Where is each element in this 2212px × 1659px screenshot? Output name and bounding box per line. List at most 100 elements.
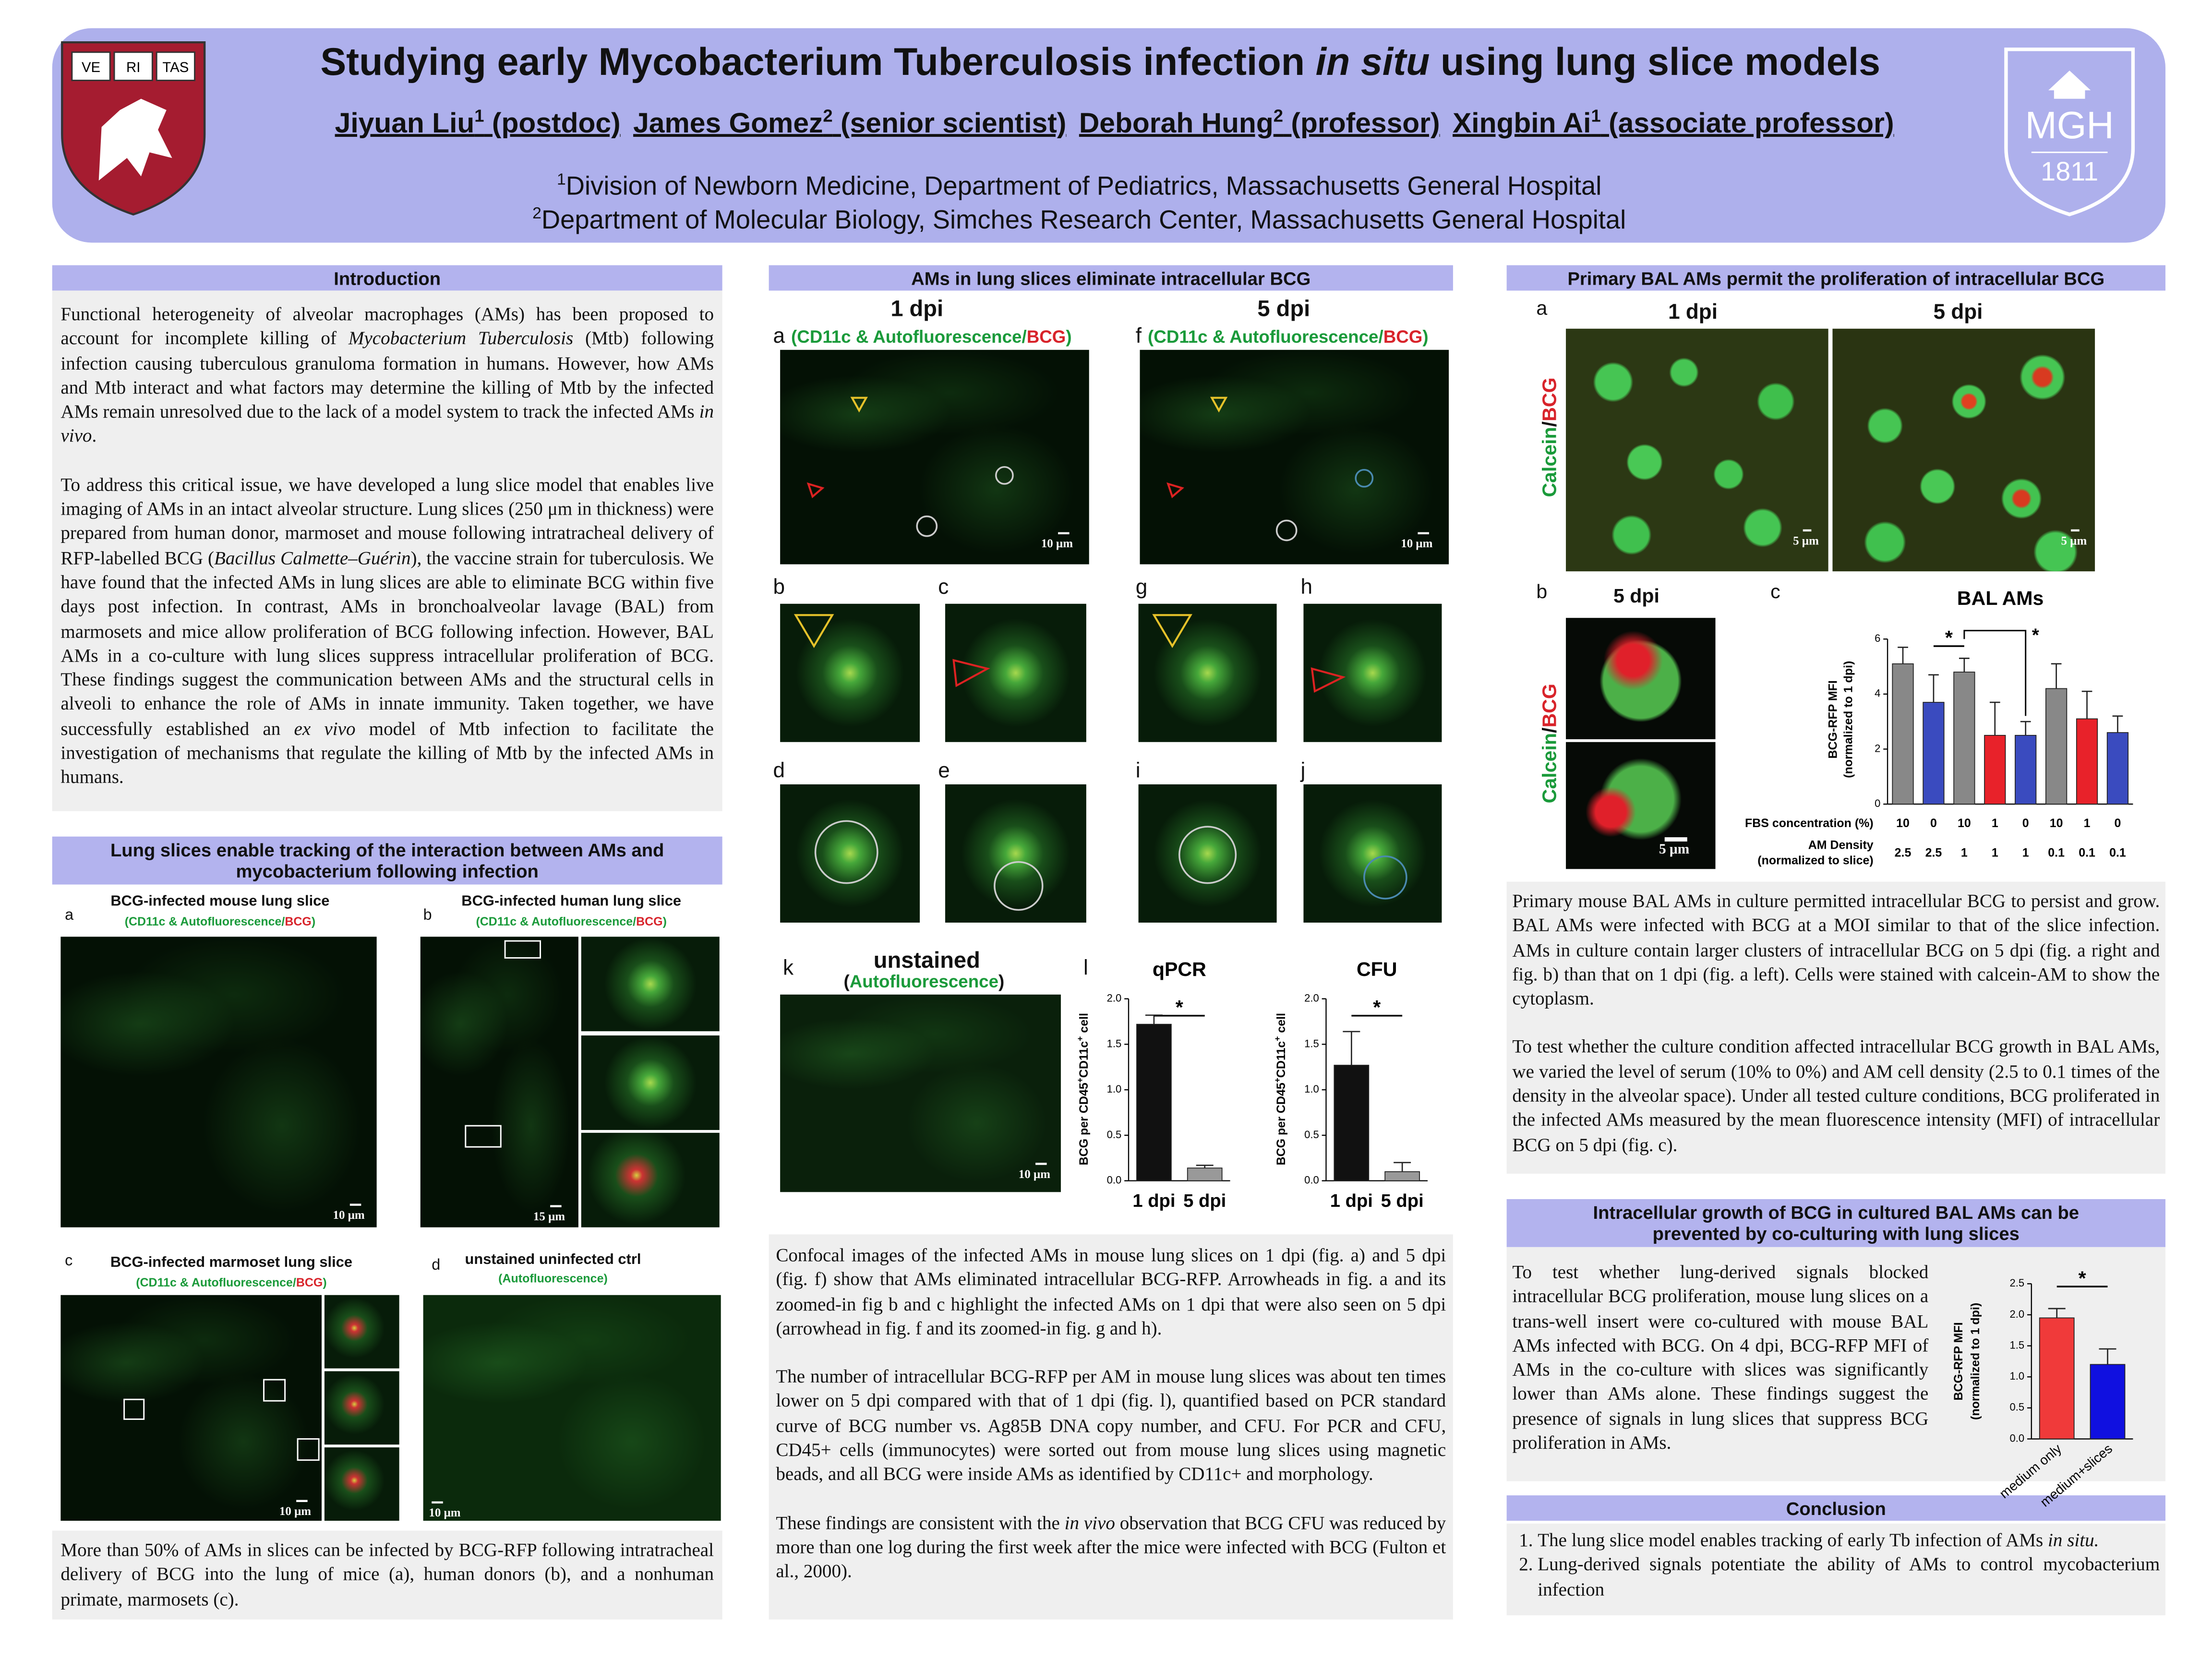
shape [1210,397,1228,413]
text-run: BCG [285,914,312,928]
significance-label: * [1945,626,1953,649]
shape [850,397,868,413]
y-axis-label: BCG per CD45+CD11c+ cell [1273,1013,1288,1165]
bar [1187,1167,1223,1181]
row-value: 2.5 [1895,846,1911,860]
y-tick-label: 0.5 [1304,1129,1319,1141]
mgh-shield [2004,48,2135,216]
panel-stain: (CD11c & Autofluorescence/BCG) [791,327,1072,347]
row-value: 0.1 [2079,846,2095,860]
panel-letter: d [432,1257,441,1274]
paragraph: Functional heterogeneity of alveolar mac… [60,302,714,448]
shape [1310,667,1346,693]
affiliation: 1Division of Newborn Medicine, Departmen… [557,171,1601,202]
panel-letter: e [938,759,950,783]
panel-title: BCG-infected human lung slice [461,893,682,910]
scale-label: 10 μm [1041,536,1073,551]
y-axis-label: BCG per CD45+CD11c+ cell [1075,1013,1091,1165]
book [71,51,111,81]
arrowheads [793,397,1346,693]
text-run: ) [662,914,667,928]
row-value: 10 [1896,817,1910,830]
micrograph [324,1295,399,1369]
x-tick-label: 5 dpi [1381,1190,1424,1211]
section-heading: Introduction [52,265,722,291]
bar [1136,1023,1172,1181]
row-value: 1 [2084,817,2091,830]
shape [814,820,878,884]
significance-label: * [2032,625,2039,645]
shape [1178,826,1237,884]
chart-title: BAL AMs [1957,587,2044,609]
shape [994,861,1044,911]
timepoint: 1 dpi [1668,300,1718,325]
significance-label: * [1176,996,1183,1018]
shape [1355,469,1374,488]
affiliation: 2Department of Molecular Biology, Simche… [532,204,1626,236]
micrograph [60,937,377,1227]
text-run: BCG per CD45 [1274,1082,1288,1165]
micrograph [581,937,720,1032]
bar [2039,1317,2075,1440]
text-run: (senior scientist) [832,108,1067,140]
bar [1334,1065,1370,1181]
micrograph [60,1295,322,1521]
text-run: BCG [636,914,663,928]
micrograph [780,603,920,742]
text-run: in vivo [60,401,714,447]
chart-title: CFU [1357,958,1397,980]
text-run: Studying early Mycobacterium Tuberculosi… [320,39,1316,84]
panel-stain: (CD11c & Autofluorescence/BCG) [136,1275,327,1289]
panel-letter: b [423,907,432,924]
panel-letter: f [1135,324,1142,349]
text-run: Division of Newborn Medicine, Department… [565,170,1602,201]
y-tick-label: 0.0 [2010,1432,2025,1444]
text-run: Deborah Hung [1079,108,1274,140]
text-run: (professor) [1283,108,1440,140]
row-value: 0.1 [2048,846,2065,860]
panel-letter: c [938,576,949,600]
shape [1275,519,1298,541]
cell-outlines [814,466,1407,911]
panel-stain: (CD11c & Autofluorescence/BCG) [125,914,316,928]
text-run: (Autofluorescence) [498,1271,608,1286]
micrograph [780,784,920,923]
text-run: The lung slice model enables tracking of… [1538,1529,2048,1551]
lion [98,98,172,181]
panel-title: BCG-infected mouse lung slice [110,893,330,910]
text-run: Functional heterogeneity of alveolar mac… [60,303,714,349]
logo-text: MGH [2025,104,2114,146]
y-tick-label: 1.0 [1107,1083,1122,1095]
timepoint: 5 dpi [1257,298,1310,322]
text-run: BCG [1383,327,1423,347]
micrograph [945,784,1086,923]
scale-label: 10 μm [1018,1166,1051,1181]
y-axis-label: BCG-RFP MFI [1952,1322,1965,1400]
bar [2045,688,2068,805]
text-run: Xingbin Ai [1453,108,1591,140]
bar [1984,734,2006,805]
text-run: CD11c [1274,1041,1288,1078]
significance-label: * [2079,1267,2086,1289]
panel-letter: l [1083,956,1088,981]
shape [1152,614,1192,649]
y-tick-label: 1.5 [1304,1037,1319,1049]
micrograph [1566,742,1716,869]
panel-title: BCG-infected marmoset lung slice [110,1254,353,1271]
paragraph: To address this critical issue, we have … [60,472,714,790]
shape [504,940,541,959]
row-value: 1 [1961,846,1968,860]
text-run: To address this critical issue, we have … [60,473,714,568]
logo-text: TAS [162,60,189,75]
header-band [52,28,2166,243]
x-tick-label: 1 dpi [1132,1190,1175,1211]
text-run: in vivo [1064,1512,1115,1533]
list-item: Lung-derived signals potentiate the abil… [1538,1552,2160,1601]
scale-label: 5 μm [1659,842,1690,858]
text-run: + [1075,1078,1085,1082]
text-run: ) [311,914,316,928]
text-run: cell [1274,1013,1288,1036]
text-run: in situ [1315,39,1430,84]
row-label: AM Density [1808,838,1874,852]
micrograph [1140,349,1449,565]
